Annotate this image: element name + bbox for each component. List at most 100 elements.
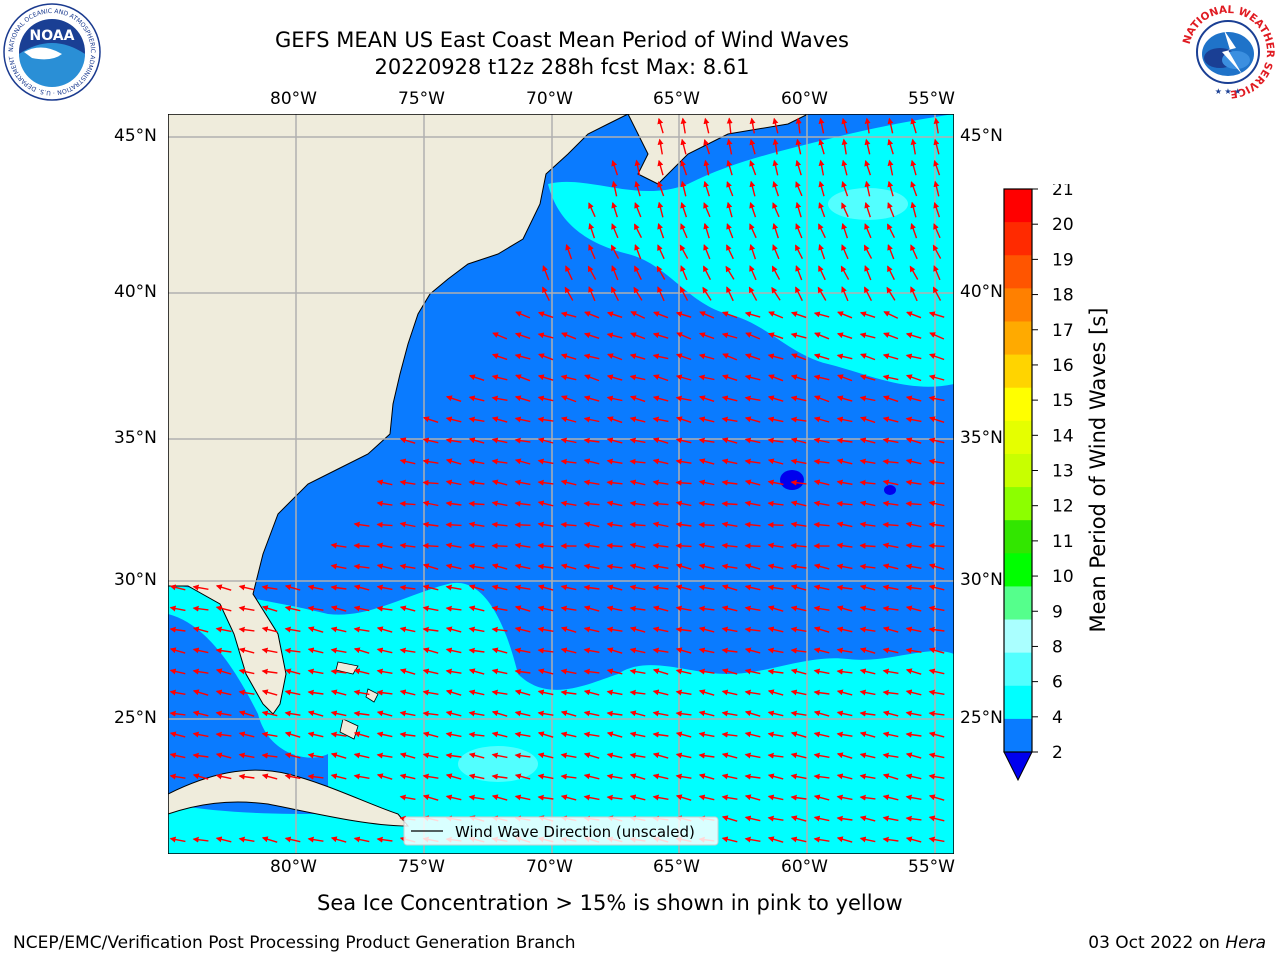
wind-wave-arrow: [652, 773, 669, 780]
wind-wave-arrow: [818, 265, 826, 281]
wind-wave-arrow: [307, 584, 324, 591]
wind-wave-arrow: [859, 626, 876, 633]
wind-wave-arrow: [652, 605, 669, 612]
wind-wave-arrow: [284, 710, 301, 717]
wind-wave-arrow: [284, 584, 301, 591]
chart-subtitle: 20220928 t12z 288h fcst Max: 8.61: [374, 55, 750, 79]
wind-wave-arrow: [882, 605, 899, 612]
colorbar-tick-label: 15: [1052, 391, 1074, 411]
wind-wave-arrow: [680, 223, 688, 239]
wind-wave-arrow: [703, 244, 711, 260]
wind-wave-arrow: [790, 584, 807, 591]
wind-wave-arrow: [813, 794, 830, 801]
wind-wave-arrow: [771, 265, 781, 280]
wind-wave-arrow: [560, 647, 577, 654]
wind-wave-arrow: [767, 521, 784, 528]
wind-wave-arrow: [634, 159, 641, 176]
wind-wave-arrow: [537, 416, 554, 423]
wind-wave-arrow: [721, 605, 738, 612]
wind-wave-arrow: [606, 332, 623, 339]
colorbar-band: [1004, 718, 1032, 753]
wind-wave-arrow: [606, 710, 623, 717]
wind-wave-arrow: [261, 626, 278, 633]
colorbar-band: [1004, 487, 1032, 521]
wind-wave-arrow: [468, 773, 485, 780]
wind-wave-arrow: [721, 710, 738, 717]
wind-wave-arrow: [353, 563, 370, 570]
wind-wave-arrow: [767, 668, 784, 675]
wind-wave-arrow: [702, 265, 712, 281]
wind-wave-arrow: [910, 181, 918, 197]
wind-wave-arrow: [445, 563, 462, 570]
colorbar-tick-label: 4: [1052, 708, 1063, 728]
wind-wave-arrow: [399, 479, 416, 486]
wind-wave-arrow: [583, 458, 600, 465]
wind-wave-arrow: [422, 563, 439, 570]
wind-wave-arrow: [703, 159, 710, 176]
wind-wave-arrow: [491, 731, 508, 738]
wind-wave-arrow: [882, 479, 899, 486]
wind-wave-arrow: [675, 605, 692, 612]
wind-wave-arrow: [422, 668, 439, 675]
wind-wave-arrow: [675, 479, 692, 486]
wind-wave-arrow: [192, 668, 209, 675]
colorbar-band: [1004, 619, 1032, 654]
wind-wave-arrow: [744, 647, 761, 654]
wind-wave-arrow: [560, 794, 577, 801]
wind-wave-arrow: [790, 689, 807, 696]
wind-wave-arrow: [882, 752, 899, 759]
wind-wave-arrow: [818, 202, 826, 218]
wind-wave-arrow: [813, 647, 830, 654]
wind-wave-arrow: [537, 689, 554, 696]
wind-wave-arrow: [169, 584, 186, 591]
wind-wave-arrow: [468, 710, 485, 717]
wind-wave-arrow: [905, 605, 922, 612]
wind-wave-arrow: [353, 647, 370, 654]
wind-wave-arrow: [445, 584, 462, 591]
wind-wave-arrow: [399, 605, 416, 612]
wind-wave-arrow: [353, 605, 370, 612]
wind-wave-arrow: [330, 731, 347, 738]
wind-wave-arrow: [399, 647, 416, 654]
wind-wave-arrow: [376, 605, 393, 612]
wind-wave-arrow: [307, 605, 324, 612]
wind-wave-arrow: [629, 584, 646, 591]
wind-wave-arrow: [744, 689, 761, 696]
wind-wave-arrow: [514, 605, 531, 612]
wind-wave-arrow: [721, 647, 738, 654]
wind-wave-arrow: [767, 416, 784, 423]
wind-wave-arrow: [675, 689, 692, 696]
wind-wave-arrow: [721, 563, 738, 570]
wind-wave-arrow: [680, 201, 688, 218]
wind-wave-arrow: [749, 201, 757, 218]
wind-wave-arrow: [841, 117, 848, 134]
wind-wave-arrow: [836, 773, 853, 780]
wind-wave-arrow: [560, 353, 577, 360]
wind-wave-arrow: [771, 286, 781, 301]
wind-wave-arrow: [813, 353, 830, 360]
wind-wave-arrow: [767, 815, 784, 822]
wind-wave-arrow: [676, 332, 692, 340]
wind-wave-arrow: [767, 731, 784, 738]
wind-wave-arrow: [933, 117, 940, 134]
wind-wave-arrow: [721, 437, 738, 444]
wind-wave-arrow: [813, 752, 830, 759]
wind-wave-arrow: [795, 286, 803, 302]
wind-wave-arrow: [606, 689, 623, 696]
wind-wave-arrow: [905, 752, 922, 759]
wind-wave-arrow: [859, 311, 876, 318]
wind-wave-arrow: [744, 626, 761, 633]
wind-wave-arrow: [652, 437, 669, 444]
period-patch-lowest: [884, 485, 896, 495]
wind-wave-arrow: [514, 647, 531, 654]
footer-date: 03 Oct 2022 on Hera: [1088, 933, 1266, 953]
wind-wave-arrow: [818, 138, 825, 155]
wind-wave-arrow: [468, 605, 485, 612]
wind-wave-arrow: [399, 521, 416, 528]
wind-wave-arrow: [836, 689, 853, 696]
wind-wave-arrow: [790, 332, 807, 339]
wind-wave-arrow: [703, 180, 710, 197]
wind-wave-arrow: [813, 437, 830, 444]
wind-wave-arrow: [928, 773, 945, 780]
wind-wave-arrow: [215, 731, 232, 738]
